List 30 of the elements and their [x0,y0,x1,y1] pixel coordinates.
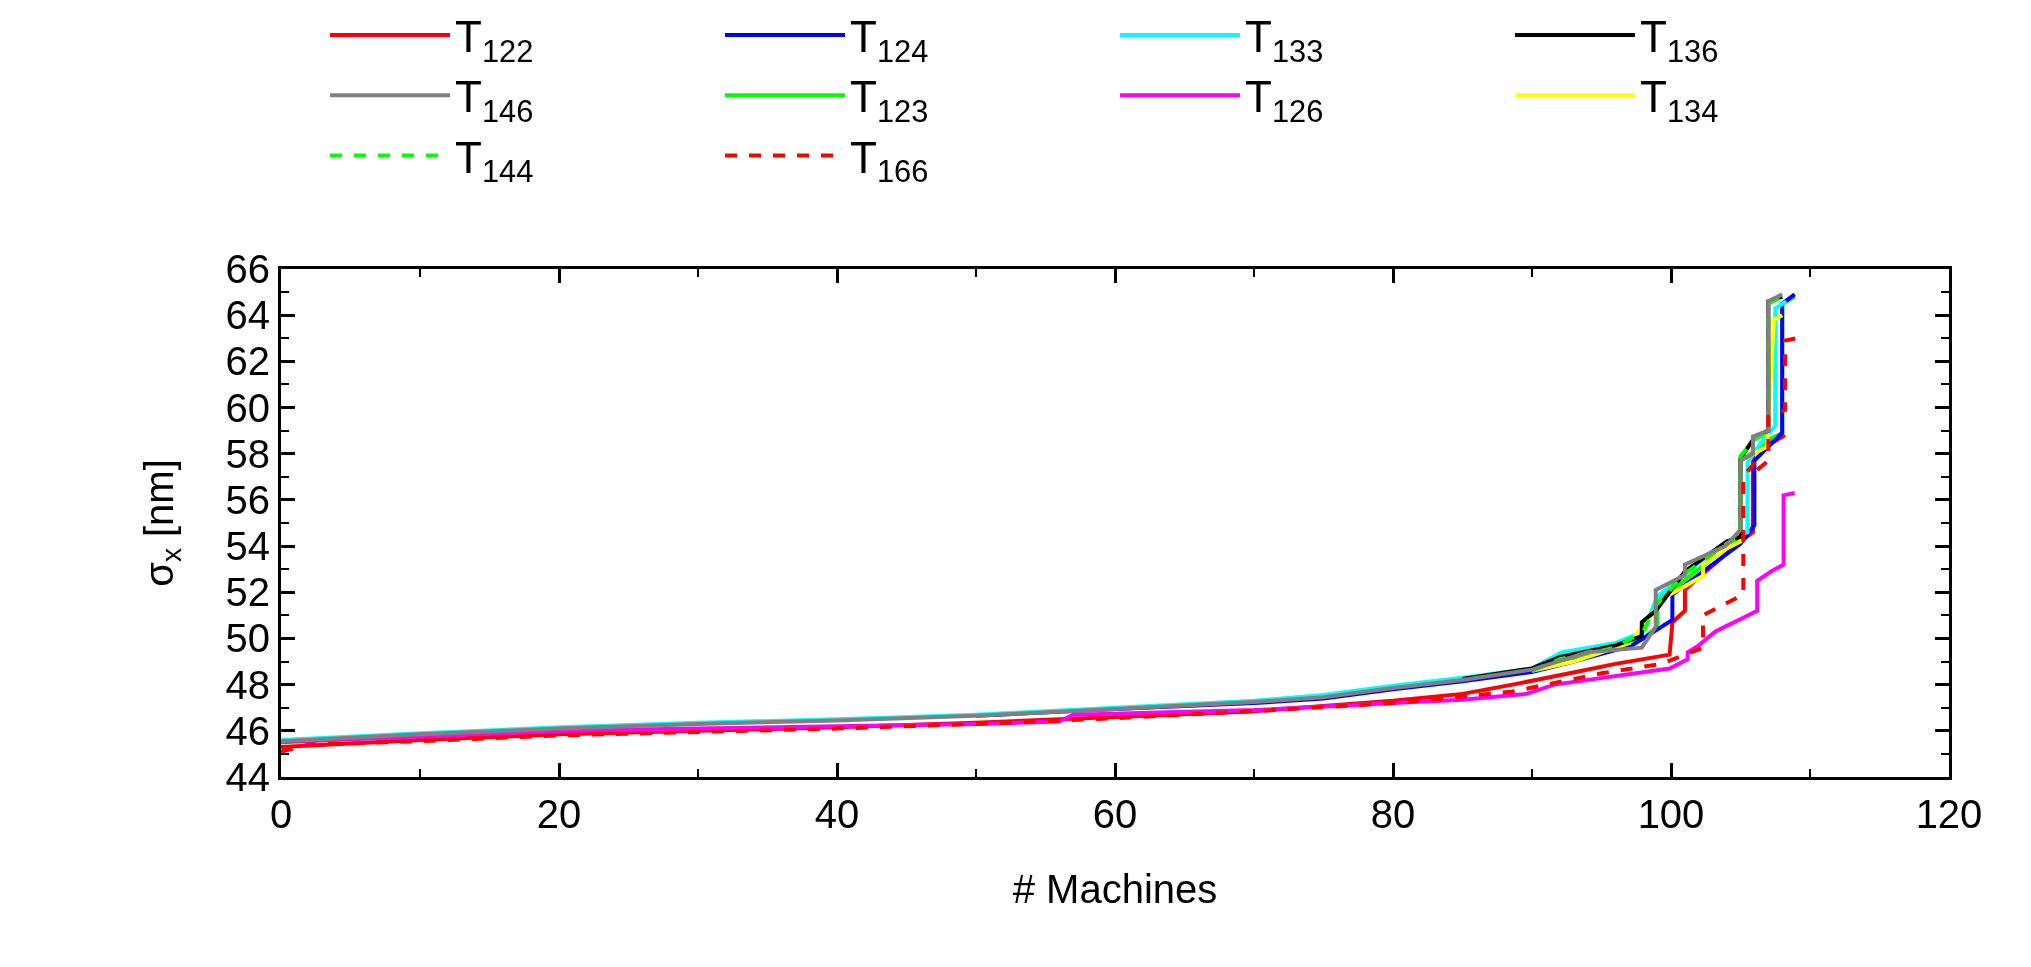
legend-label: T$_{133}$ [1245,12,1324,69]
y-tick-label: 52 [225,570,270,615]
legend-label: T$_{124}$ [850,12,929,69]
y-tick-label: 60 [225,385,270,430]
y-tick-label: 44 [225,755,270,799]
legend-label: T$_{144}$ [455,132,534,189]
legend-label: T$_{136}$ [1640,12,1719,69]
legend-label: T$_{126}$ [1245,72,1324,129]
x-tick-label: 20 [536,792,582,836]
y-tick-label: 66 [225,247,270,291]
x-tick-label: 0 [269,792,293,836]
x-tick-label: 40 [814,792,860,836]
x-axis-title: # Machines [1012,866,1218,911]
legend-label: T$_{122}$ [455,12,534,69]
y-tick-label: 54 [225,524,270,569]
y-tick-label: 50 [225,616,270,661]
x-tick-label: 120 [1915,792,1983,836]
legend-label: T$_{166}$ [850,132,929,189]
legend-label: T$_{134}$ [1640,72,1719,129]
y-tick-label: 62 [225,339,270,384]
y-tick-label: 56 [225,477,270,522]
y-tick-label: 46 [225,708,270,753]
y-tick-label: 48 [225,662,270,707]
y-tick-label: 64 [225,293,270,338]
x-tick-label: 100 [1637,792,1705,836]
y-tick-label: 58 [225,431,270,476]
legend-label: T$_{123}$ [850,72,929,129]
legend-label: T$_{146}$ [455,72,534,129]
x-tick-label: 60 [1092,792,1138,836]
x-tick-label: 80 [1370,792,1416,836]
